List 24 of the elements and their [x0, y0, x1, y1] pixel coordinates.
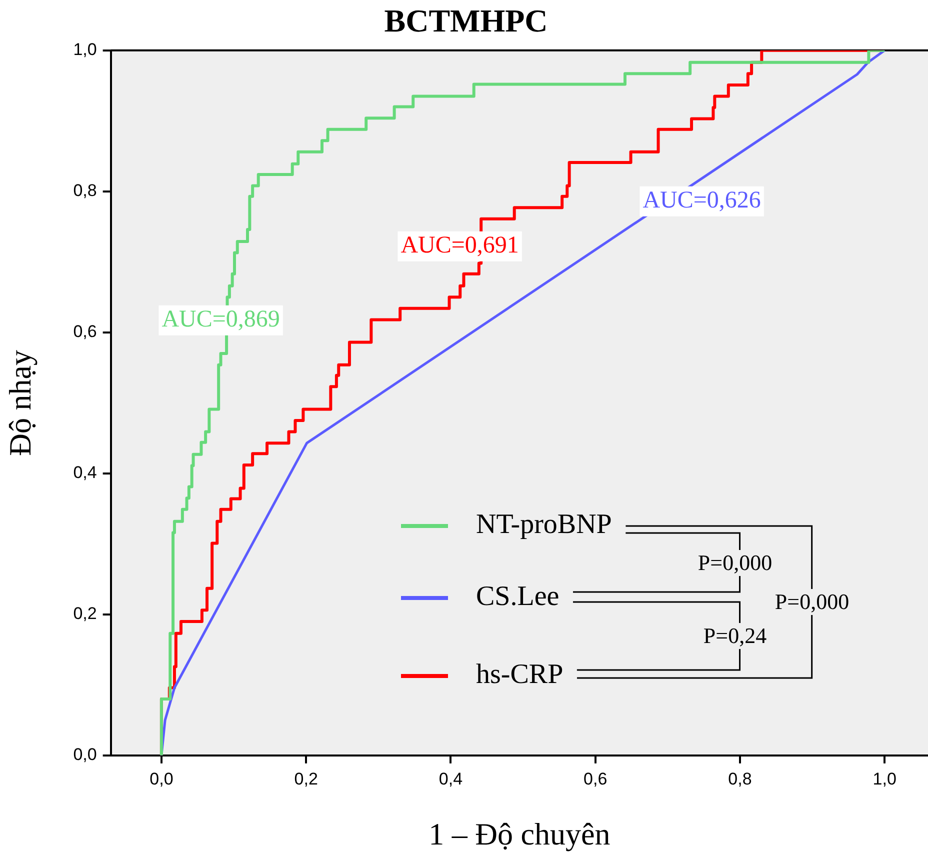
y-tick-label: 0,6	[73, 322, 97, 342]
annotation: AUC=0,869	[162, 306, 280, 333]
legend-label: NT-proBNP	[476, 509, 612, 540]
annotation: P=0,000	[774, 589, 850, 616]
y-tick-label: 0,4	[73, 463, 97, 482]
legend-label: hs-CRP	[476, 659, 564, 690]
x-axis-title: 1 – Độ chuyên	[428, 816, 611, 852]
x-tick-label: 0,0	[150, 769, 174, 788]
annotation: P=0,000	[698, 550, 772, 576]
annotation: AUC=0,626	[642, 188, 761, 214]
x-tick-label: 0,6	[584, 769, 608, 788]
y-tick-label: 0,8	[73, 181, 97, 200]
legend-label: CS.Lee	[476, 581, 560, 612]
y-tick-label: 0,0	[73, 745, 97, 764]
x-tick-label: 0,4	[438, 769, 463, 788]
annotation: P=0,24	[703, 623, 767, 650]
y-tick-label: 0,2	[73, 604, 97, 624]
y-tick-label: 1,0	[73, 40, 97, 60]
x-tick-label: 0,8	[728, 769, 752, 788]
chart-title: BCTMHPC	[384, 2, 548, 38]
annotation: AUC=0,691	[400, 232, 519, 259]
x-tick-label: 0,2	[294, 769, 318, 788]
y-axis-title: Độ nhạy	[2, 349, 38, 456]
x-tick-label: 1,0	[872, 769, 896, 788]
